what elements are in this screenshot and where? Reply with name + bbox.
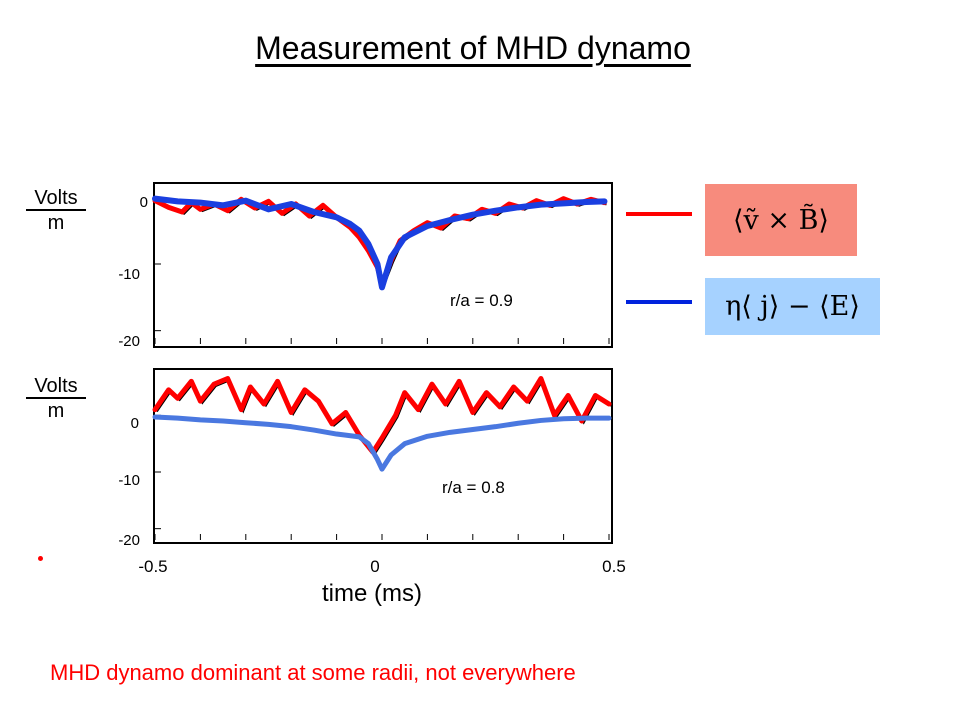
legend-red-line — [626, 212, 692, 216]
bottom-ytick-1: -10 — [118, 472, 140, 489]
xtick-half: 0.5 — [602, 557, 626, 576]
bottom-series-blue_bottom — [152, 414, 612, 472]
top-plot-frame — [153, 182, 613, 348]
bottom-ylabel: Volts m — [26, 375, 86, 423]
bottom-raw-trace — [156, 378, 612, 456]
legend-red-formula-box: ⟨ṽ × B̃⟩ — [705, 184, 857, 256]
conclusion-text: MHD dynamo dominant at some radii, not e… — [50, 660, 576, 685]
bullet-dot — [38, 556, 43, 561]
bottom-annotation: r/a = 0.8 — [442, 478, 505, 497]
bottom-series-red — [152, 376, 612, 455]
legend-blue-formula-box: η⟨ j⟩ − ⟨E⟩ — [705, 278, 880, 335]
top-ytick-1: -10 — [118, 266, 140, 283]
top-ytick-2: -20 — [118, 333, 140, 350]
x-axis-label: time (ms) — [322, 580, 422, 607]
bottom-ytick-2: -20 — [118, 532, 140, 549]
xtick-minus-half: -0.5 — [138, 557, 168, 576]
legend-red-formula: ⟨ṽ × B̃⟩ — [733, 204, 829, 236]
bottom-ylabel-denominator: m — [47, 400, 65, 422]
top-ytick-0: 0 — [139, 194, 148, 211]
top-ylabel-denominator: m — [47, 212, 65, 234]
top-ylabel: Volts m — [26, 187, 86, 235]
top-series-blue_top — [152, 195, 608, 291]
bottom-ylabel-numerator: Volts — [26, 375, 86, 399]
slide-title: Measurement of MHD dynamo — [255, 30, 691, 66]
xtick-zero: 0 — [370, 557, 380, 576]
bottom-ytick-0: 0 — [130, 415, 139, 432]
top-annotation: r/a = 0.9 — [450, 291, 513, 310]
bottom-plot-frame — [153, 368, 613, 544]
top-ylabel-numerator: Volts — [26, 187, 86, 211]
legend-blue-formula: η⟨ j⟩ − ⟨E⟩ — [725, 291, 860, 322]
legend-blue-line — [626, 300, 692, 304]
